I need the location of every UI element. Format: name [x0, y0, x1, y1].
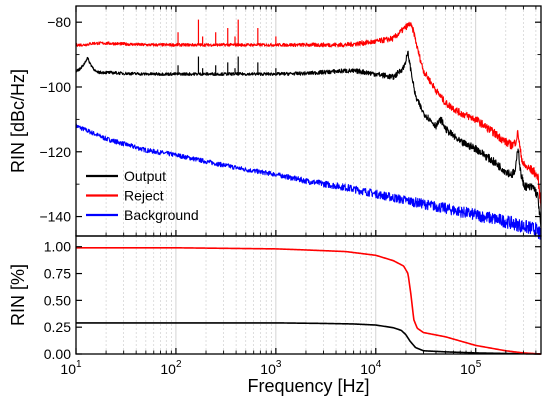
bottom-y-axis-label: RIN [%] — [8, 264, 28, 326]
series-background-line — [75, 123, 542, 240]
top-y-tick-label: −140 — [39, 209, 71, 225]
bottom-y-tick-label: 0.00 — [44, 346, 71, 362]
bottom-y-tick-label: 0.75 — [44, 266, 71, 282]
bottom-plot-frame — [75, 235, 542, 355]
legend: Output Reject Background — [86, 168, 199, 223]
series-output-line — [75, 50, 542, 230]
x-tick-label: 104 — [360, 359, 382, 377]
bottom-grid — [75, 236, 537, 354]
legend-label-reject: Reject — [124, 188, 164, 204]
top-ticks: −80 −100 −120 −140 — [39, 6, 541, 236]
top-series — [75, 19, 542, 240]
bottom-series-black-line — [75, 322, 542, 355]
x-tick-label: 102 — [160, 359, 182, 377]
x-axis-label: Frequency [Hz] — [247, 376, 369, 396]
bottom-ticks: 0.00 0.25 0.50 0.75 1.00 101 102 103 104 105 — [44, 239, 541, 377]
bottom-y-tick-label: 0.25 — [44, 319, 71, 335]
top-y-tick-label: −120 — [39, 144, 71, 160]
top-y-tick-label: −80 — [47, 14, 71, 30]
legend-label-output: Output — [124, 168, 166, 184]
bottom-series-red-line — [75, 247, 542, 355]
bottom-y-tick-label: 1.00 — [44, 239, 71, 255]
legend-label-background: Background — [124, 207, 199, 223]
bottom-panel: 0.00 0.25 0.50 0.75 1.00 101 102 103 104 105 RIN … — [8, 235, 542, 396]
series-reject-line — [75, 21, 542, 209]
top-y-tick-label: −100 — [39, 79, 71, 95]
bottom-y-tick-label: 0.50 — [44, 292, 71, 308]
x-tick-label: 105 — [460, 359, 482, 377]
top-y-axis-label: RIN [dBc/Hz] — [8, 69, 28, 173]
x-tick-label: 101 — [60, 359, 82, 377]
x-tick-label: 103 — [260, 359, 282, 377]
top-panel: −80 −100 −120 −140 Output Reject Background R… — [8, 5, 542, 240]
bottom-series — [75, 247, 542, 355]
